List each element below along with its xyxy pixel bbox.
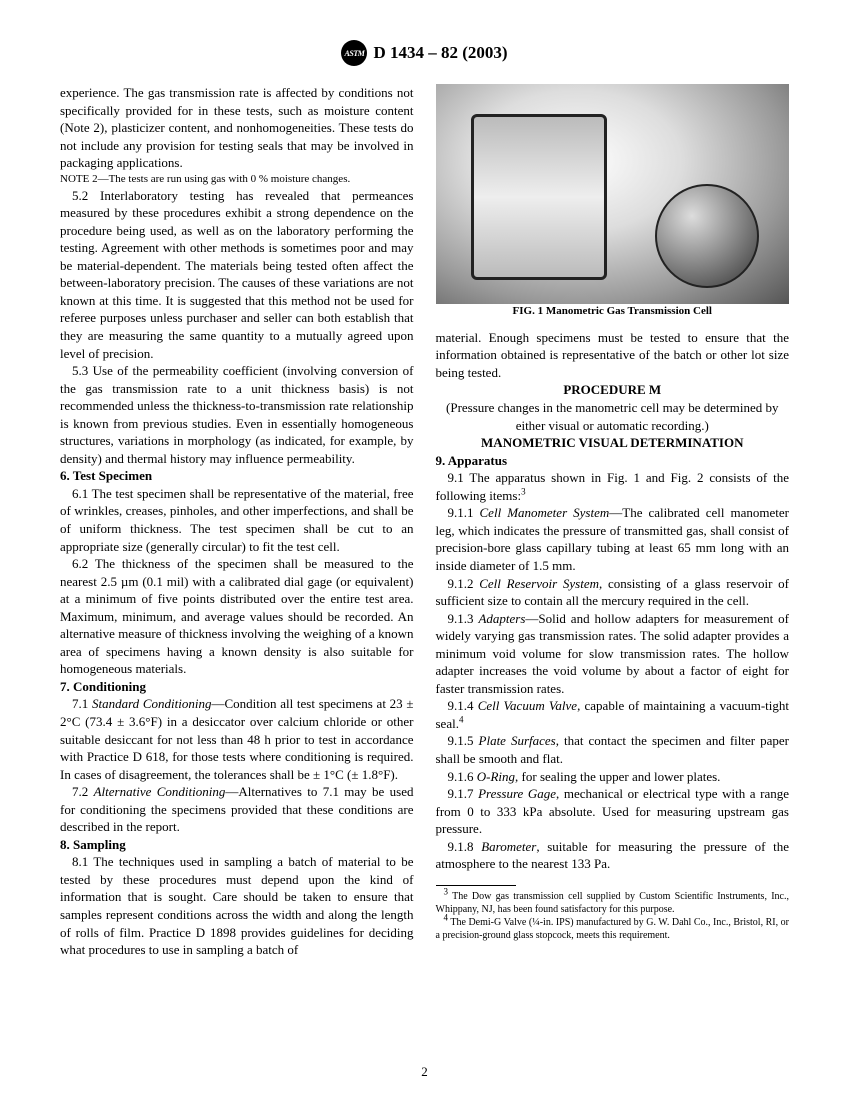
p918-num: 9.1.8 <box>448 839 482 854</box>
p72-term: Alternative Conditioning <box>94 784 226 799</box>
sup-3: 3 <box>521 486 526 496</box>
p916-term: O-Ring <box>477 769 515 784</box>
p914-num: 9.1.4 <box>448 698 478 713</box>
page-number: 2 <box>0 1064 849 1080</box>
p915-term: Plate Surfaces <box>479 733 556 748</box>
p-7-2: 7.2 Alternative Conditioning—Alternative… <box>60 783 414 836</box>
p914-term: Cell Vacuum Valve <box>478 698 577 713</box>
page: ASTM D 1434 – 82 (2003) experience. The … <box>0 0 849 1100</box>
p71-num: 7.1 <box>72 696 92 711</box>
section-8-title: 8. Sampling <box>60 836 414 854</box>
p-9-1-6: 9.1.6 O-Ring, for sealing the upper and … <box>436 768 790 786</box>
body-columns: experience. The gas transmission rate is… <box>60 84 789 959</box>
figure-1-caption: FIG. 1 Manometric Gas Transmission Cell <box>436 304 790 319</box>
p912-term: Cell Reservoir System <box>479 576 599 591</box>
note2-text: The tests are run using gas with 0 % moi… <box>109 173 351 185</box>
p-9-1: 9.1 The apparatus shown in Fig. 1 and Fi… <box>436 469 790 504</box>
p-9-1-1: 9.1.1 Cell Manometer System—The calibrat… <box>436 504 790 574</box>
p-9-1-3: 9.1.3 Adapters—Solid and hollow adapters… <box>436 610 790 698</box>
footnotes: 3 The Dow gas transmission cell supplied… <box>436 885 790 942</box>
note-2: NOTE 2—The tests are run using gas with … <box>60 172 414 187</box>
p-9-1-4: 9.1.4 Cell Vacuum Valve, capable of main… <box>436 697 790 732</box>
p-9-1-5: 9.1.5 Plate Surfaces, that contact the s… <box>436 732 790 767</box>
p-material: material. Enough specimens must be teste… <box>436 329 790 382</box>
manometric-title: MANOMETRIC VISUAL DETERMINATION <box>436 434 790 452</box>
p913-term: Adapters <box>478 611 525 626</box>
page-header: ASTM D 1434 – 82 (2003) <box>60 40 789 66</box>
p-8-1: 8.1 The techniques used in sampling a ba… <box>60 853 414 958</box>
p-experience: experience. The gas transmission rate is… <box>60 84 414 172</box>
p916-body: , for sealing the upper and lower plates… <box>515 769 720 784</box>
section-9-title: 9. Apparatus <box>436 452 790 470</box>
figure-1-image <box>436 84 790 304</box>
section-7-title: 7. Conditioning <box>60 678 414 696</box>
p-7-1: 7.1 Standard Conditioning—Condition all … <box>60 695 414 783</box>
p-9-1-7: 9.1.7 Pressure Gage, mechanical or elect… <box>436 785 790 838</box>
note2-label: NOTE 2— <box>60 173 109 185</box>
fn3-text: The Dow gas transmission cell supplied b… <box>436 891 790 915</box>
section-6-title: 6. Test Specimen <box>60 467 414 485</box>
footnote-4: 4 The Demi-G Valve (¼-in. IPS) manufactu… <box>436 916 790 942</box>
p91-body: 9.1 The apparatus shown in Fig. 1 and Fi… <box>436 470 790 503</box>
p916-num: 9.1.6 <box>448 769 477 784</box>
p917-term: Pressure Gage <box>478 786 556 801</box>
p72-num: 7.2 <box>72 784 94 799</box>
footnote-3: 3 The Dow gas transmission cell supplied… <box>436 890 790 916</box>
sup-4: 4 <box>459 715 464 725</box>
p911-num: 9.1.1 <box>448 505 480 520</box>
p-6-2: 6.2 The thickness of the specimen shall … <box>60 555 414 678</box>
p-5-3: 5.3 Use of the permeability coefficient … <box>60 362 414 467</box>
designation: D 1434 – 82 (2003) <box>373 43 507 63</box>
procedure-m-sub: (Pressure changes in the manometric cell… <box>436 399 790 434</box>
p917-num: 9.1.7 <box>448 786 479 801</box>
p71-term: Standard Conditioning <box>92 696 212 711</box>
header-inner: ASTM D 1434 – 82 (2003) <box>341 40 507 66</box>
procedure-m-title: PROCEDURE M <box>436 381 790 399</box>
p-6-1: 6.1 The test specimen shall be represent… <box>60 485 414 555</box>
p912-num: 9.1.2 <box>448 576 480 591</box>
p-5-2: 5.2 Interlaboratory testing has revealed… <box>60 187 414 362</box>
fn4-text: The Demi-G Valve (¼-in. IPS) manufacture… <box>436 917 790 941</box>
p-9-1-8: 9.1.8 Barometer, suitable for measuring … <box>436 838 790 873</box>
p-9-1-2: 9.1.2 Cell Reservoir System, consisting … <box>436 575 790 610</box>
figure-1: FIG. 1 Manometric Gas Transmission Cell <box>436 84 790 319</box>
p911-term: Cell Manometer System <box>480 505 610 520</box>
p913-num: 9.1.3 <box>448 611 479 626</box>
astm-logo-icon: ASTM <box>341 40 367 66</box>
p918-term: Barometer <box>481 839 536 854</box>
p915-num: 9.1.5 <box>448 733 479 748</box>
